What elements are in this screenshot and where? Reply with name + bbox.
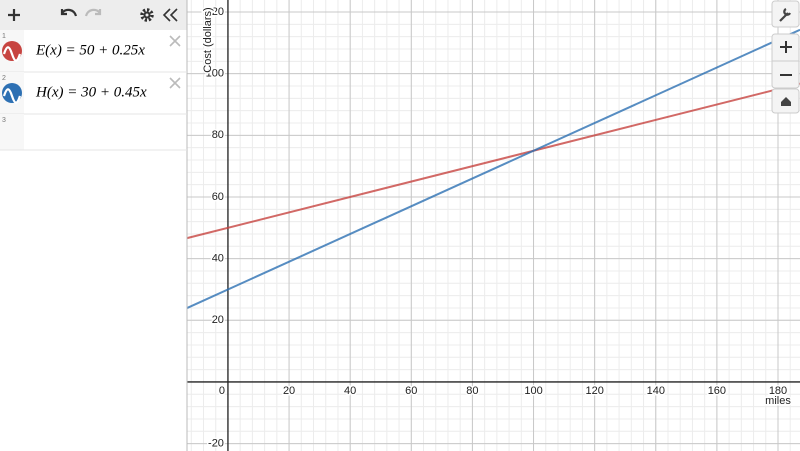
graph-area: 0 20 40 60 80 100 120 140 160 180 -20 20 40 60 80 100 12… <box>178 0 800 451</box>
x-tick-label: 80 <box>466 385 478 397</box>
delete-button[interactable] <box>169 77 181 89</box>
zoom-controls <box>771 0 800 114</box>
y-tick-label: -20 <box>208 438 224 450</box>
y-tick-label: 100 <box>206 68 224 80</box>
expression[interactable]: H(x) = 30 + 0.45x <box>35 84 147 100</box>
y-axis-label: Cost (dollars) <box>202 7 214 72</box>
add-button[interactable] <box>8 9 20 21</box>
expression[interactable]: E(x) = 50 + 0.25x <box>35 42 145 58</box>
x-tick-label: 40 <box>344 385 356 397</box>
row-gutter <box>0 114 24 150</box>
x-tick-label: 160 <box>708 385 726 397</box>
panel-bg <box>0 0 187 451</box>
row-number: 1 <box>2 33 6 40</box>
expression-panel: 1 E(x) = 50 + 0.25x 2 H(x) = 30 + 0.45x 3 <box>0 0 188 451</box>
y-tick-label: 80 <box>212 129 224 141</box>
wrench-icon <box>779 8 791 22</box>
collapse-button[interactable] <box>162 8 178 22</box>
wave-icon <box>2 46 22 62</box>
home-icon <box>781 97 791 106</box>
function-line <box>186 82 800 240</box>
x-tick-label: 180 <box>769 385 787 397</box>
x-tick-label: 120 <box>585 385 603 397</box>
row-number: 3 <box>2 117 6 124</box>
delete-button[interactable] <box>169 35 181 47</box>
zoom-in[interactable] <box>780 41 792 53</box>
x-tick-label: 140 <box>647 385 665 397</box>
x-tick-label: 0 <box>219 385 225 397</box>
y-tick-label: 60 <box>212 191 224 203</box>
x-tick-label: 100 <box>524 385 542 397</box>
row-number: 2 <box>2 75 6 82</box>
settings-button[interactable] <box>140 8 154 22</box>
toolbar <box>0 0 187 30</box>
x-tick-label: 20 <box>283 385 295 397</box>
redo-button[interactable] <box>84 8 102 17</box>
undo-button[interactable] <box>60 8 78 17</box>
y-tick-label: 40 <box>212 253 224 265</box>
x-axis-label: miles <box>765 395 791 407</box>
y-tick-label: 20 <box>212 314 224 326</box>
wave-icon <box>2 88 22 104</box>
x-tick-label: 60 <box>405 385 417 397</box>
function-line <box>186 28 800 309</box>
y-tick-label: 120 <box>206 6 224 18</box>
